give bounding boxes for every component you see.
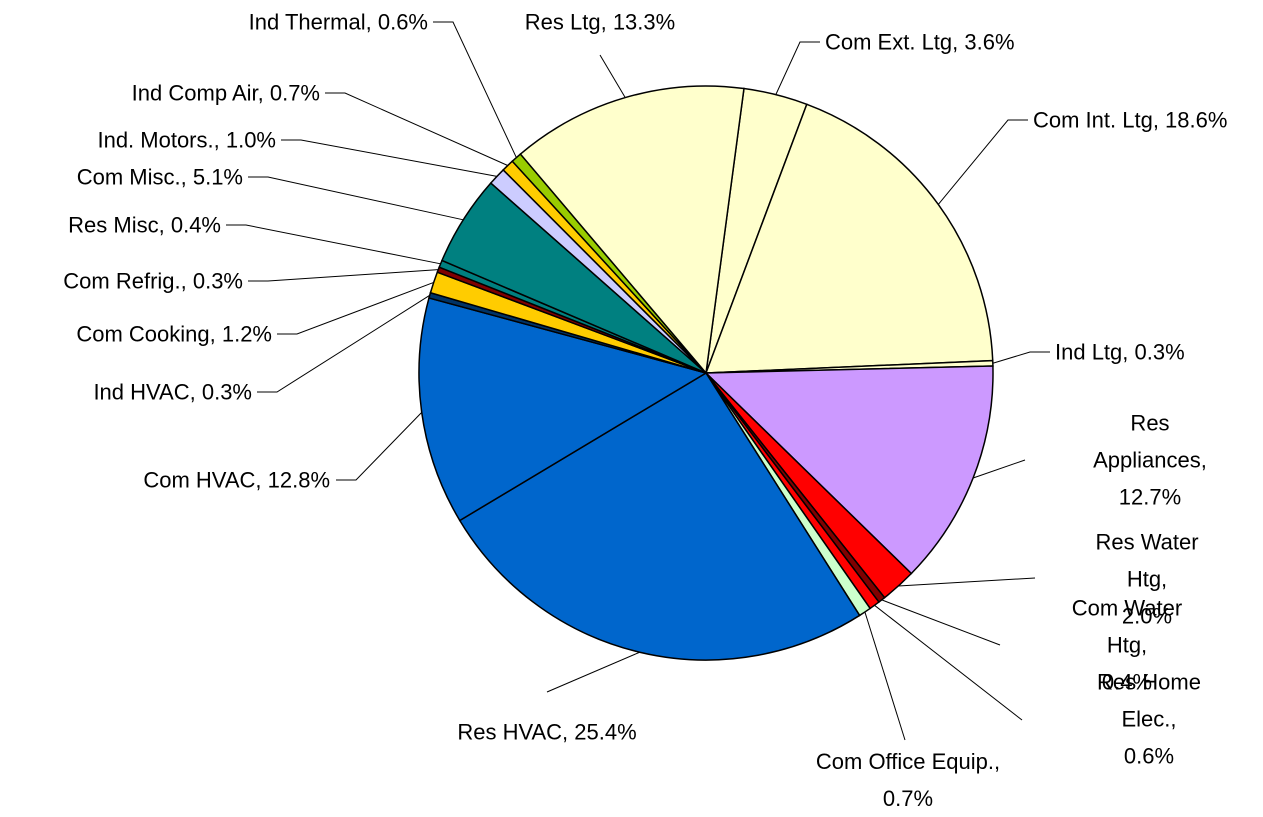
pie-slice <box>519 85 745 375</box>
pie-slice <box>704 365 994 575</box>
data-label: Com Ext. Ltg, 3.6% <box>825 29 1015 55</box>
leader-line <box>226 224 441 265</box>
leader-line <box>775 41 820 95</box>
data-label: Ind Thermal, 0.6% <box>248 9 428 35</box>
data-label: Res Appliances, 12.7% <box>1093 410 1207 510</box>
data-label: Com Office Equip., 0.7% <box>815 749 1001 811</box>
leader-line <box>277 281 434 335</box>
leader-line <box>281 139 498 177</box>
leader-line <box>433 21 517 158</box>
leader-line <box>864 611 906 741</box>
leader-line <box>248 269 439 282</box>
data-label: Res HVAC, 25.4% <box>457 719 637 745</box>
pie-slice <box>458 371 861 661</box>
data-label: Res Misc, 0.4% <box>68 212 221 238</box>
leader-line <box>972 459 1026 479</box>
leader-line <box>898 577 1036 587</box>
leader-line <box>874 604 1023 721</box>
data-label: Res Ltg, 13.3% <box>524 9 676 35</box>
leader-line <box>336 411 423 481</box>
leader-line <box>881 599 1001 646</box>
leader-line <box>599 54 626 98</box>
data-label: Ind Ltg, 0.3% <box>1055 339 1185 365</box>
data-label: Com Cooking, 1.2% <box>76 321 272 347</box>
leader-line <box>937 119 1028 205</box>
leader-line <box>257 294 430 393</box>
data-label: Com Misc., 5.1% <box>76 164 243 190</box>
data-label: Com HVAC, 12.8% <box>143 467 330 493</box>
leader-line <box>992 351 1050 364</box>
data-label: Ind Comp Air, 0.7% <box>131 80 320 106</box>
data-label: Com Refrig., 0.3% <box>63 268 243 294</box>
data-label: Res Home Elec., 0.6% <box>1097 669 1201 769</box>
leader-line <box>546 651 640 693</box>
leader-line <box>248 176 464 221</box>
data-label: Com Water Htg, 0.4% <box>1071 595 1183 695</box>
data-label: Ind. Motors., 1.0% <box>97 127 276 153</box>
data-label: Ind HVAC, 0.3% <box>93 379 252 405</box>
data-label: Com Int. Ltg, 18.6% <box>1033 107 1228 133</box>
leader-line <box>325 92 508 166</box>
data-label: Res Water Htg, 2.0% <box>1095 529 1199 629</box>
